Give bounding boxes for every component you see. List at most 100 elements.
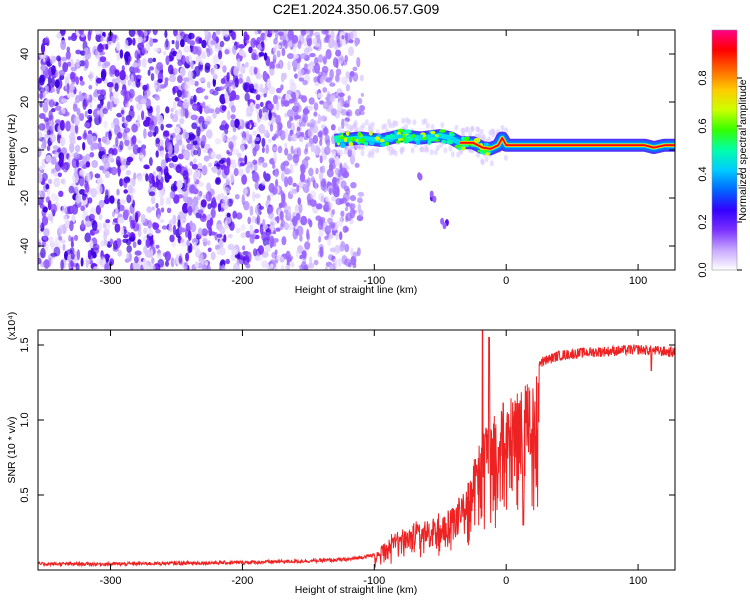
spectrogram-noise-mark — [117, 217, 125, 224]
spectrogram-noise-mark — [43, 117, 50, 122]
spectrogram-noise-mark — [287, 41, 293, 48]
spectrogram-noise-mark — [306, 233, 311, 242]
spectrogram-noise-mark — [94, 173, 101, 179]
spectrogram-noise-mark — [149, 191, 156, 197]
spectrogram-noise-mark — [170, 183, 177, 193]
spectrogram-noise-mark — [313, 76, 318, 83]
spectrogram-noise-mark — [39, 224, 45, 229]
spectrogram-noise-mark — [261, 231, 268, 242]
spectrogram-noise-mark — [232, 44, 237, 55]
spectrogram-noise-mark — [318, 218, 324, 226]
spectrogram-noise-mark — [304, 156, 311, 161]
spectrogram-noise-mark — [273, 45, 277, 54]
spectrogram-noise-mark — [156, 106, 161, 114]
spectrogram-noise-mark — [183, 98, 191, 104]
spectrogram-noise-mark — [354, 108, 362, 117]
spectrogram-noise-mark — [359, 105, 365, 112]
spectrogram-noise-mark — [152, 179, 156, 187]
spectrogram-noise-mark — [150, 120, 155, 126]
spectrogram-noise-mark — [119, 199, 127, 204]
spectrogram-noise-mark — [174, 126, 181, 134]
spectrogram-noise-mark — [185, 252, 190, 262]
spectrogram-noise-mark — [318, 54, 324, 63]
spectrogram-noise-mark — [127, 184, 133, 194]
spectrogram-noise-mark — [130, 219, 136, 227]
spectrogram-noise-mark — [349, 208, 356, 219]
spectrogram-noise-mark — [231, 161, 237, 169]
spectrogram-noise-mark — [61, 56, 67, 62]
spectrogram-noise-mark — [69, 84, 76, 91]
spectrogram-noise-mark — [137, 30, 142, 36]
spectrogram-noise-mark — [266, 235, 271, 241]
spectrogram-noise-mark — [102, 108, 108, 115]
secondary-track-mark — [418, 173, 423, 181]
signal-blob — [387, 139, 394, 142]
spectrogram-noise-mark — [352, 251, 359, 258]
y-tick-label: 20 — [19, 96, 31, 108]
spectrogram-noise-mark — [201, 228, 209, 237]
spectrogram-noise-mark — [191, 163, 198, 170]
spectrogram-noise-mark — [324, 146, 331, 156]
spectrogram-noise-mark — [85, 183, 90, 194]
spectrogram-noise-mark — [110, 122, 115, 129]
spectrogram-noise-mark — [131, 66, 139, 73]
spectrogram-noise-mark — [125, 103, 130, 108]
spectrogram-noise-mark — [258, 108, 263, 119]
colorbar-tick-label: 0.6 — [697, 118, 709, 133]
spectrogram-noise-mark — [216, 233, 223, 238]
spectrogram-noise-mark — [112, 148, 118, 156]
colorbar-label: Normalized spectral amplitude — [737, 79, 749, 220]
spectrogram-noise-mark — [308, 30, 314, 37]
spectrogram-halo-mark — [387, 118, 392, 125]
signal-blob — [338, 132, 343, 136]
spectrogram-noise-mark — [235, 227, 241, 234]
spectrogram-noise-mark — [298, 94, 304, 100]
spectrogram-noise-mark — [38, 197, 44, 206]
spectrogram-halo-mark — [360, 150, 365, 157]
spectrogram-noise-mark — [60, 39, 66, 51]
spectrogram-noise-mark — [339, 231, 343, 241]
spectrogram-noise-mark — [71, 32, 76, 39]
spectrogram-noise-mark — [97, 60, 102, 67]
spectrogram-noise-mark — [216, 248, 221, 255]
spectrogram-noise-mark — [156, 181, 164, 191]
spectrogram-noise-mark — [172, 87, 176, 96]
spectrogram-noise-mark — [38, 241, 42, 248]
spectrogram-noise-mark — [160, 149, 165, 158]
spectrogram-noise-mark — [110, 166, 118, 176]
spectrogram-noise-mark — [84, 232, 91, 243]
colorbar-tick-label: 0.4 — [697, 166, 709, 181]
spectrogram-noise-mark — [177, 153, 184, 160]
spectrogram-noise-mark — [263, 93, 267, 98]
spectrogram-noise-mark — [307, 218, 312, 225]
spectrogram-noise-mark — [234, 254, 241, 259]
spectrogram-noise-mark — [201, 165, 208, 176]
spectrogram-noise-mark — [112, 117, 120, 128]
spectrogram-noise-mark — [154, 94, 160, 101]
spectrogram-noise-mark — [197, 88, 204, 93]
spectrogram-noise-mark — [339, 162, 343, 170]
spectrogram-noise-mark — [242, 82, 248, 91]
spectrogram-noise-mark — [221, 131, 226, 143]
spectrogram-noise-mark — [350, 255, 357, 266]
spectrogram-noise-mark — [70, 260, 74, 268]
spectrogram-noise-mark — [187, 245, 192, 254]
spectrogram-noise-mark — [187, 70, 194, 80]
spectrogram-noise-mark — [124, 258, 130, 263]
spectrogram-noise-mark — [115, 76, 122, 84]
spectrogram-noise-mark — [173, 143, 180, 154]
spectrogram-noise-mark — [281, 192, 286, 204]
spectrogram-noise-mark — [229, 172, 235, 183]
spectrogram-noise-mark — [105, 43, 109, 50]
signal-blob — [439, 129, 446, 133]
spectrogram-noise-mark — [334, 41, 338, 51]
spectrogram-noise-mark — [161, 225, 168, 230]
spectrogram-halo-mark — [480, 158, 485, 165]
spectrogram-halo-mark — [430, 124, 435, 130]
spectrogram-noise-mark — [97, 43, 104, 53]
spectrogram-noise-mark — [246, 161, 254, 168]
spectrogram-noise-mark — [335, 232, 339, 241]
spectrogram-noise-mark — [260, 40, 265, 48]
spectrogram-noise-mark — [328, 163, 334, 171]
spectrogram-noise-mark — [348, 31, 354, 41]
